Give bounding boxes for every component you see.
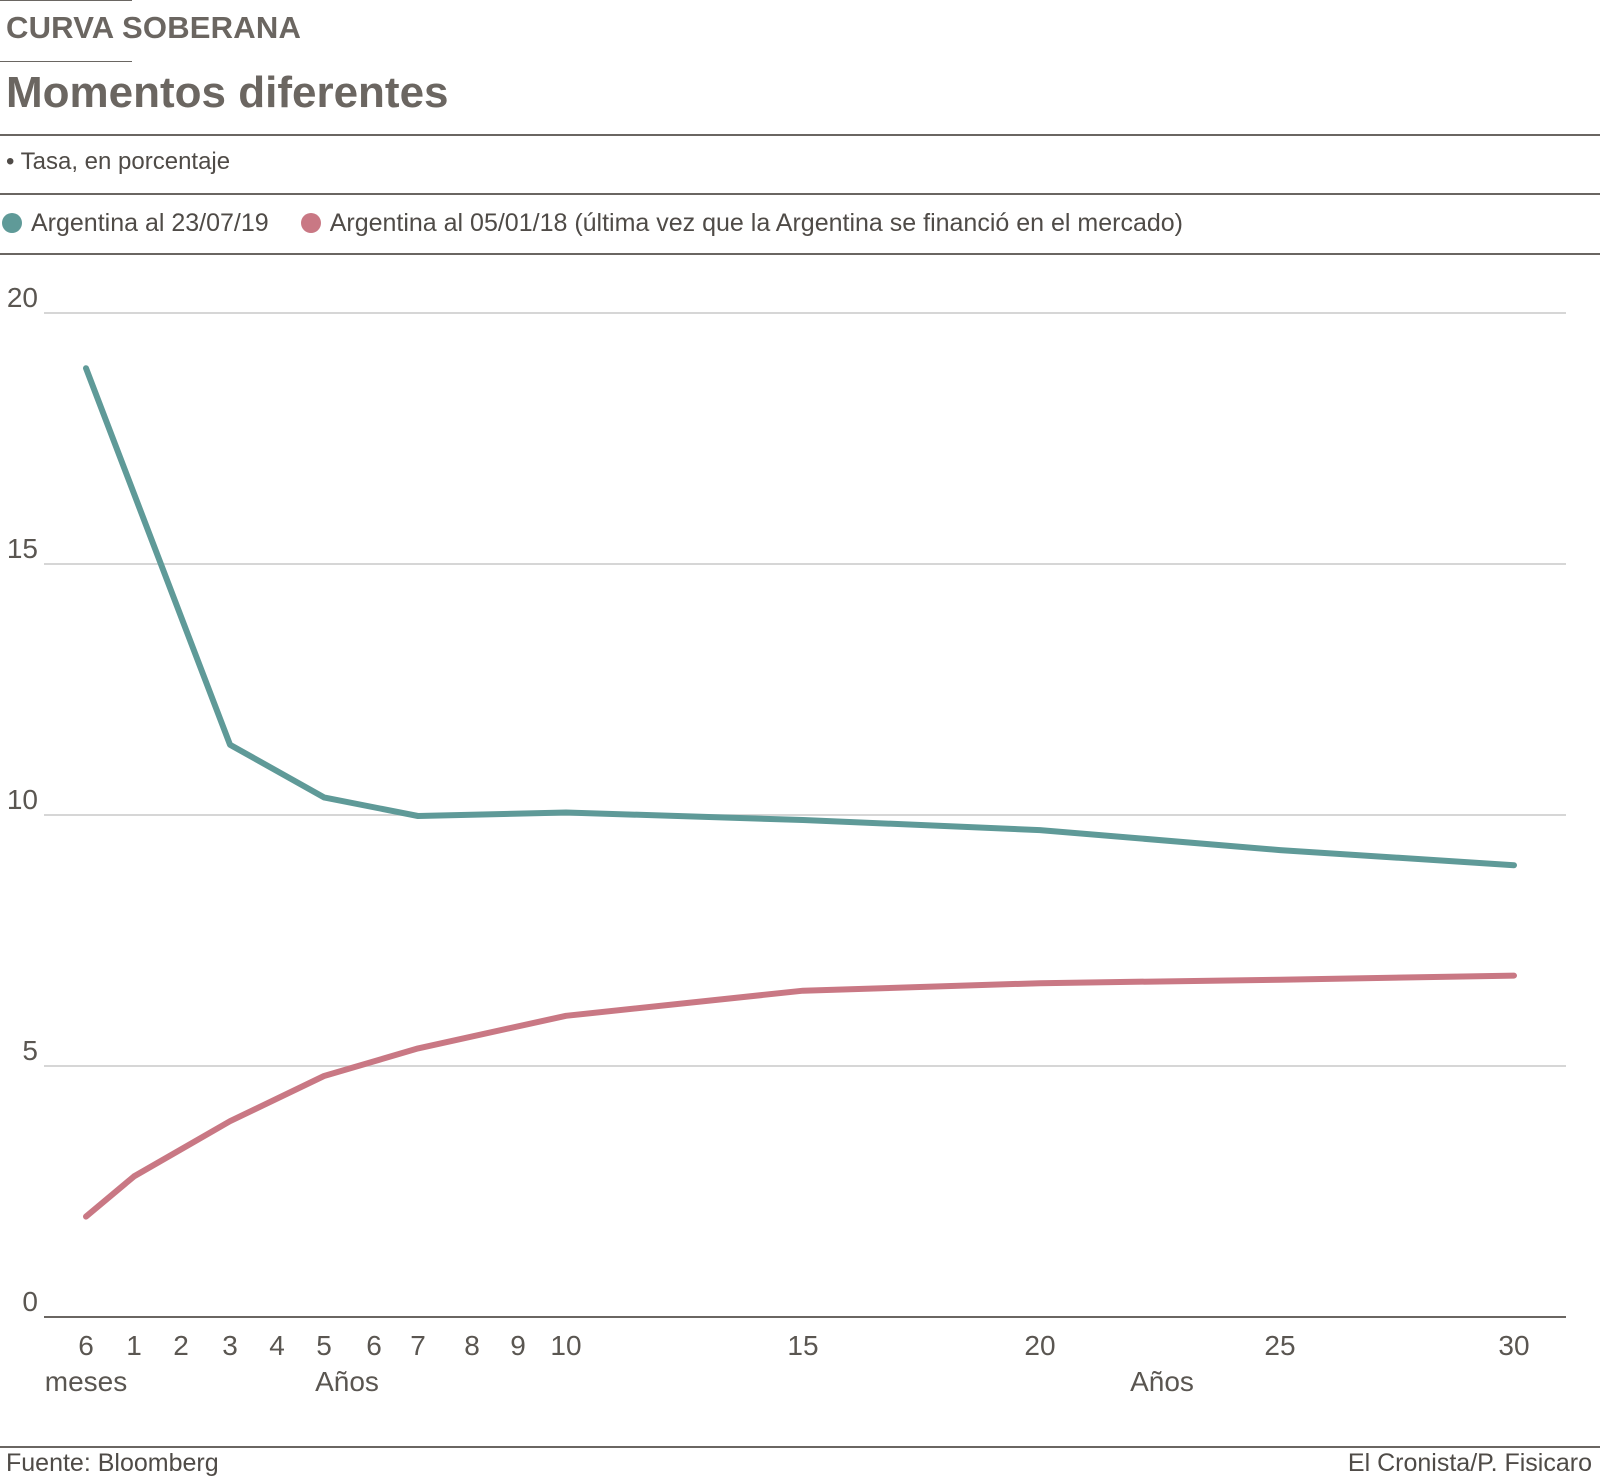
y-tick-labels: 0 5 10 15 20 [7,282,38,1317]
x-tick-label-0: 6 [78,1330,94,1361]
x-group-label-1: Años [315,1366,379,1397]
y-tick-label-20: 20 [7,282,38,313]
unit-note: • Tasa, en porcentaje [6,148,231,175]
credit-note: El Cronista/P. Fisicaro [1347,1449,1592,1477]
title-rule [0,134,1600,136]
legend-label-2019: Argentina al 23/07/19 [31,208,269,237]
x-tick-label-4: 4 [269,1330,285,1361]
kicker: CURVA SOBERANA [6,10,302,45]
x-tick-label-12: 20 [1024,1330,1055,1361]
x-group-label-0: meses [45,1366,127,1397]
y-tick-label-10: 10 [7,784,38,815]
legend-label-2018: Argentina al 05/01/18 (última vez que la… [329,208,1183,237]
source-note: Fuente: Bloomberg [6,1449,219,1477]
x-tick-label-11: 15 [787,1330,818,1361]
unit-rule [0,193,1600,195]
x-tick-label-13: 25 [1264,1330,1295,1361]
grid-layer [44,312,1566,1318]
x-tick-label-9: 9 [510,1330,526,1361]
series-line-0 [83,365,1517,869]
legend-dot-2019 [2,213,22,233]
x-tick-label-1: 1 [126,1330,142,1361]
x-tick-label-3: 3 [222,1330,238,1361]
x-tick-label-7: 7 [410,1330,426,1361]
series-layer [83,365,1517,1220]
x-tick-label-14: 30 [1498,1330,1529,1361]
x-tick-label-5: 5 [316,1330,332,1361]
x-tick-label-6: 6 [366,1330,382,1361]
kicker-underline [0,61,132,62]
top-short-rule [0,0,132,1]
y-tick-label-5: 5 [22,1035,38,1066]
legend-dot-2018 [300,213,321,233]
chart-title: Momentos diferentes [6,68,449,117]
x-group-label-2: Años [1130,1366,1194,1397]
series-line-1 [83,972,1517,1220]
x-tick-label-8: 8 [464,1330,480,1361]
x-tick-label-10: 10 [550,1330,581,1361]
y-tick-label-0: 0 [22,1286,38,1317]
legend-item-2018: Argentina al 05/01/18 (última vez que la… [300,208,1183,238]
legend-rule [0,253,1600,255]
legend-item-2019: Argentina al 23/07/19 [2,209,269,238]
x-tick-label-2: 2 [173,1330,189,1361]
legend: Argentina al 23/07/19 Argentina al 05/01… [2,206,1215,240]
footer-rule [0,1446,1600,1448]
y-tick-label-15: 15 [7,533,38,564]
